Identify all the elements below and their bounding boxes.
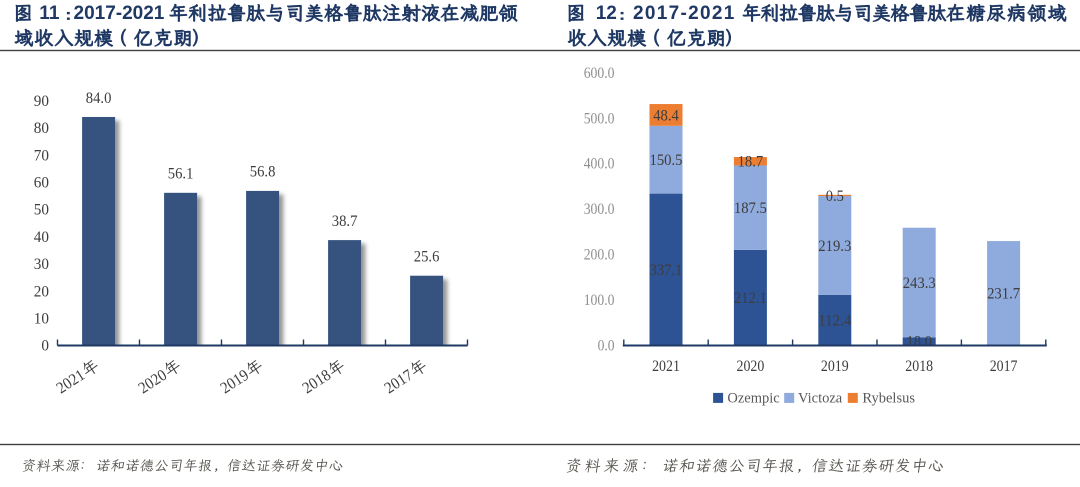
svg-text:2019: 2019	[821, 357, 849, 375]
svg-text:90: 90	[34, 92, 49, 110]
svg-text:Ozempic: Ozempic	[727, 390, 779, 406]
svg-text:0.0: 0.0	[598, 337, 615, 355]
svg-text:2018: 2018	[905, 357, 933, 375]
svg-text:48.4: 48.4	[653, 106, 679, 124]
svg-text:40: 40	[34, 228, 49, 246]
svg-text:231.7: 231.7	[987, 285, 1020, 303]
svg-text:38.7: 38.7	[332, 212, 358, 230]
svg-text:337.1: 337.1	[650, 261, 683, 279]
svg-text:200.0: 200.0	[584, 246, 615, 264]
svg-text:18.0: 18.0	[906, 333, 932, 351]
svg-text:212.1: 212.1	[734, 289, 767, 307]
svg-text:10: 10	[34, 309, 49, 327]
svg-text:219.3: 219.3	[818, 237, 851, 255]
svg-text:70: 70	[34, 146, 49, 164]
svg-text:187.5: 187.5	[734, 199, 767, 217]
svg-text:2021: 2021	[652, 357, 680, 375]
svg-text:150.5: 150.5	[650, 151, 683, 169]
svg-text:12: 12	[596, 3, 617, 24]
svg-text:2017: 2017	[990, 357, 1018, 375]
svg-text:300.0: 300.0	[584, 200, 615, 218]
svg-text:Rybelsus: Rybelsus	[862, 390, 915, 406]
svg-text:18.7: 18.7	[738, 153, 764, 171]
svg-text:56.8: 56.8	[250, 163, 276, 181]
svg-text:243.3: 243.3	[903, 274, 936, 292]
svg-text:56.1: 56.1	[168, 165, 194, 183]
svg-text:500.0: 500.0	[584, 109, 615, 127]
svg-text:60: 60	[34, 173, 49, 191]
svg-text:11: 11	[39, 3, 60, 24]
svg-text:50: 50	[34, 201, 49, 219]
svg-text:Victoza: Victoza	[798, 390, 843, 406]
svg-text:84.0: 84.0	[86, 89, 112, 107]
svg-text:400.0: 400.0	[584, 155, 615, 173]
svg-text:2017-2021: 2017-2021	[74, 3, 165, 24]
svg-text:600.0: 600.0	[584, 64, 615, 82]
svg-text:25.6: 25.6	[414, 248, 440, 266]
svg-text:112.4: 112.4	[818, 311, 851, 329]
svg-text:2020: 2020	[737, 357, 765, 375]
svg-text:2017-2021: 2017-2021	[633, 3, 736, 24]
svg-text:80: 80	[34, 119, 49, 137]
svg-text:20: 20	[34, 282, 49, 300]
svg-text:0.5: 0.5	[826, 187, 844, 205]
svg-text:0: 0	[41, 337, 49, 355]
svg-text:100.0: 100.0	[584, 291, 615, 309]
svg-text:30: 30	[34, 255, 49, 273]
